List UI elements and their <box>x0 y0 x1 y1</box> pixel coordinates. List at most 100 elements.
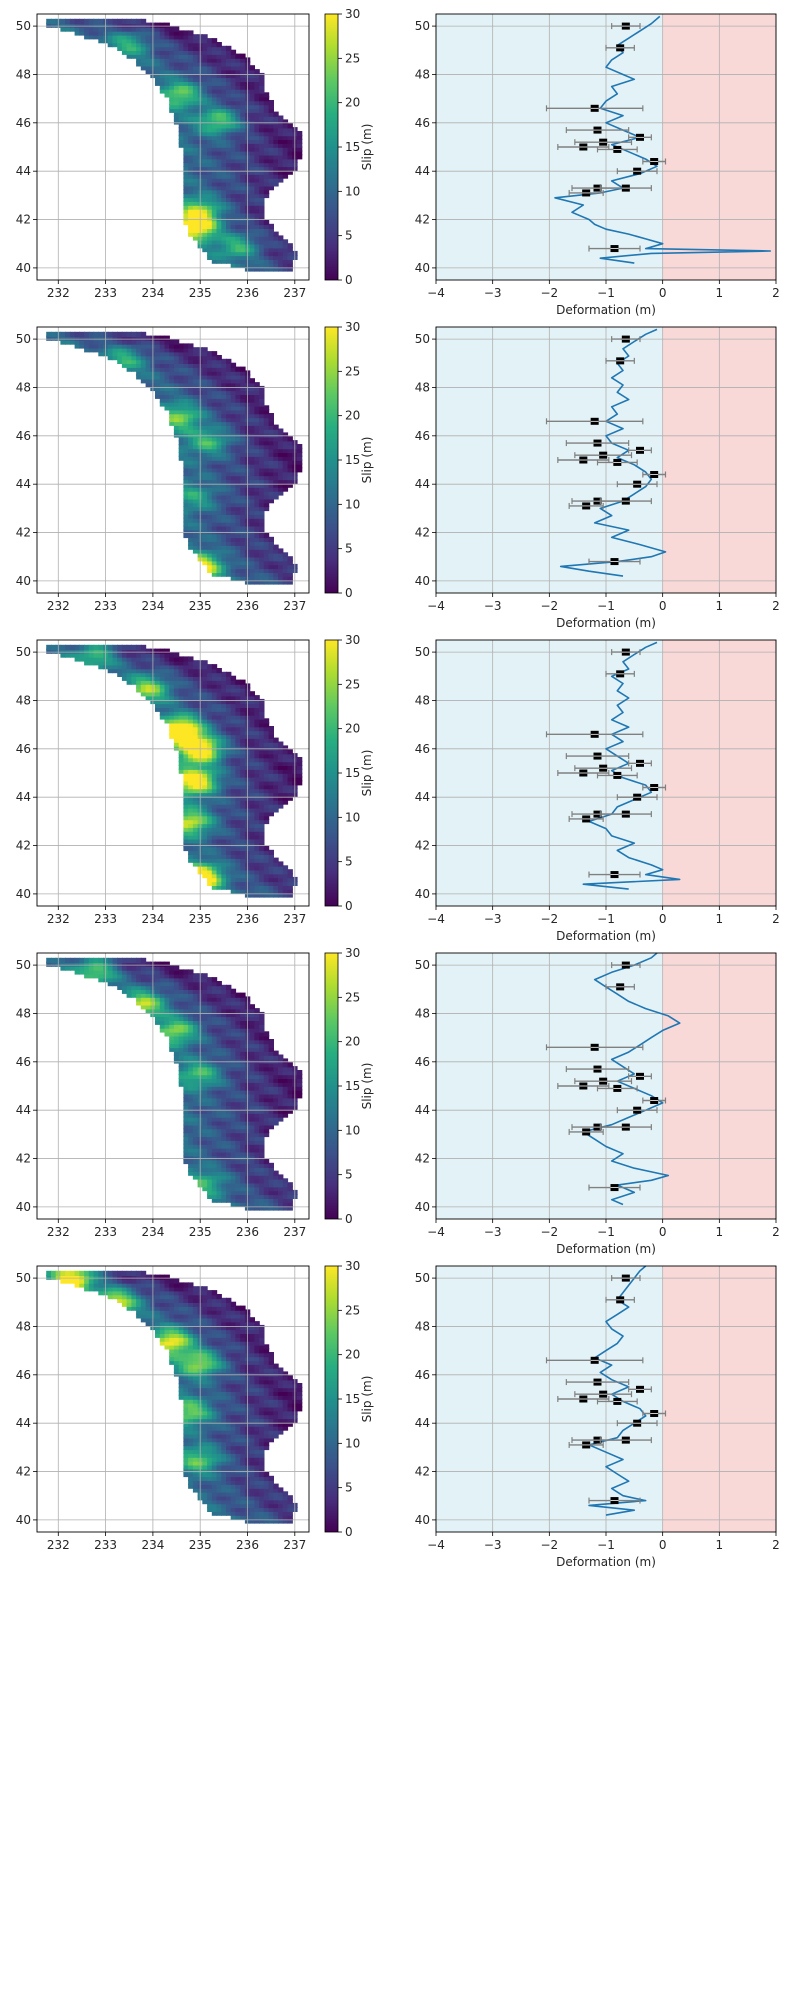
slip-patch <box>259 165 265 171</box>
slip-patch <box>263 177 270 183</box>
slip-patch <box>235 432 241 438</box>
slip-patch <box>65 335 71 341</box>
slip-patch <box>112 644 118 650</box>
slip-patch <box>263 884 270 890</box>
slip-patch <box>216 749 222 755</box>
slip-patch <box>183 795 189 801</box>
slip-patch <box>145 660 151 666</box>
slip-patch <box>211 529 218 535</box>
slip-patch <box>188 38 194 44</box>
slip-patch <box>84 22 90 28</box>
slip-patch <box>235 830 241 836</box>
slip-patch <box>164 695 170 701</box>
slip-patch <box>202 691 208 697</box>
slip-patch <box>211 509 218 515</box>
slip-patch <box>259 219 265 226</box>
slip-patch <box>136 335 142 341</box>
slip-patch <box>211 1158 218 1165</box>
slip-patch <box>230 768 237 774</box>
slip-patch <box>268 729 274 736</box>
slip-patch <box>273 876 279 883</box>
slip-patch <box>235 185 241 191</box>
slip-patch <box>254 227 260 233</box>
slip-patch <box>268 165 274 171</box>
slip-patch <box>254 729 260 736</box>
slip-patch <box>282 455 289 461</box>
slip-patch <box>273 799 279 805</box>
slip-patch <box>216 1170 222 1176</box>
slip-patch <box>240 239 246 245</box>
slip-patch <box>155 355 161 361</box>
slip-patch <box>226 726 232 732</box>
slip-patch <box>192 111 199 117</box>
slip-patch <box>249 888 255 894</box>
slip-patch <box>145 61 151 67</box>
slip-patch <box>183 111 189 117</box>
slip-patch <box>226 687 232 693</box>
slip-patch <box>88 347 95 353</box>
slip-patch <box>259 865 265 871</box>
slip-patch <box>173 668 180 674</box>
slip-patch <box>192 100 199 106</box>
slip-patch <box>226 413 232 419</box>
slip-patch <box>235 815 241 821</box>
slip-patch <box>173 358 180 364</box>
slip-patch <box>263 243 270 249</box>
slip-patch <box>173 432 180 438</box>
slip-patch <box>202 498 208 504</box>
slip-patch <box>169 61 175 67</box>
slip-patch <box>178 416 185 423</box>
map-y-tick-label: 40 <box>16 261 31 275</box>
slip-patch <box>188 733 194 739</box>
slip-patch <box>240 741 246 747</box>
slip-patch <box>202 706 208 712</box>
slip-patch <box>226 231 232 237</box>
slip-patch <box>188 536 194 542</box>
slip-patch <box>211 142 218 148</box>
slip-patch <box>216 146 222 152</box>
slip-patch <box>259 571 265 577</box>
slip-patch <box>278 1197 284 1203</box>
slip-patch <box>268 471 274 477</box>
slip-patch <box>173 100 180 106</box>
slip-patch <box>230 834 237 840</box>
slip-patch <box>207 119 213 125</box>
slip-patch <box>259 1162 265 1168</box>
map-x-tick-label: 235 <box>189 599 212 613</box>
slip-patch <box>183 702 189 708</box>
map-y-tick-label: 42 <box>16 839 31 853</box>
slip-patch <box>221 540 227 546</box>
colorbar-tick-label: 0 <box>345 586 353 600</box>
slip-patch <box>155 385 161 392</box>
slip-patch <box>254 830 260 836</box>
slip-patch <box>159 57 166 63</box>
slip-patch <box>140 18 147 24</box>
slip-patch <box>235 845 241 852</box>
slip-patch <box>216 42 222 48</box>
slip-patch <box>221 513 227 519</box>
slip-patch <box>221 189 227 195</box>
slip-patch <box>202 235 208 241</box>
slip-patch <box>226 196 232 202</box>
slip-patch <box>192 726 199 732</box>
slip-patch <box>230 146 237 152</box>
deform-x-tick-label: 0 <box>659 599 667 613</box>
slip-patch <box>263 768 270 774</box>
slip-patch <box>240 1178 246 1184</box>
slip-patch <box>126 26 132 32</box>
slip-patch <box>183 385 189 392</box>
slip-patch <box>268 548 274 554</box>
slip-patch <box>192 103 199 110</box>
slip-patch <box>159 343 166 349</box>
slip-patch <box>230 532 237 539</box>
slip-patch <box>211 478 218 484</box>
slip-patch <box>221 150 227 156</box>
slip-patch <box>230 444 237 450</box>
colorbar-tick-label: 30 <box>345 320 360 334</box>
slip-patch <box>221 799 227 805</box>
slip-patch <box>249 185 255 191</box>
slip-patch <box>230 505 237 512</box>
slip-patch <box>202 714 208 720</box>
slip-patch <box>136 656 142 662</box>
slip-patch <box>240 540 246 546</box>
